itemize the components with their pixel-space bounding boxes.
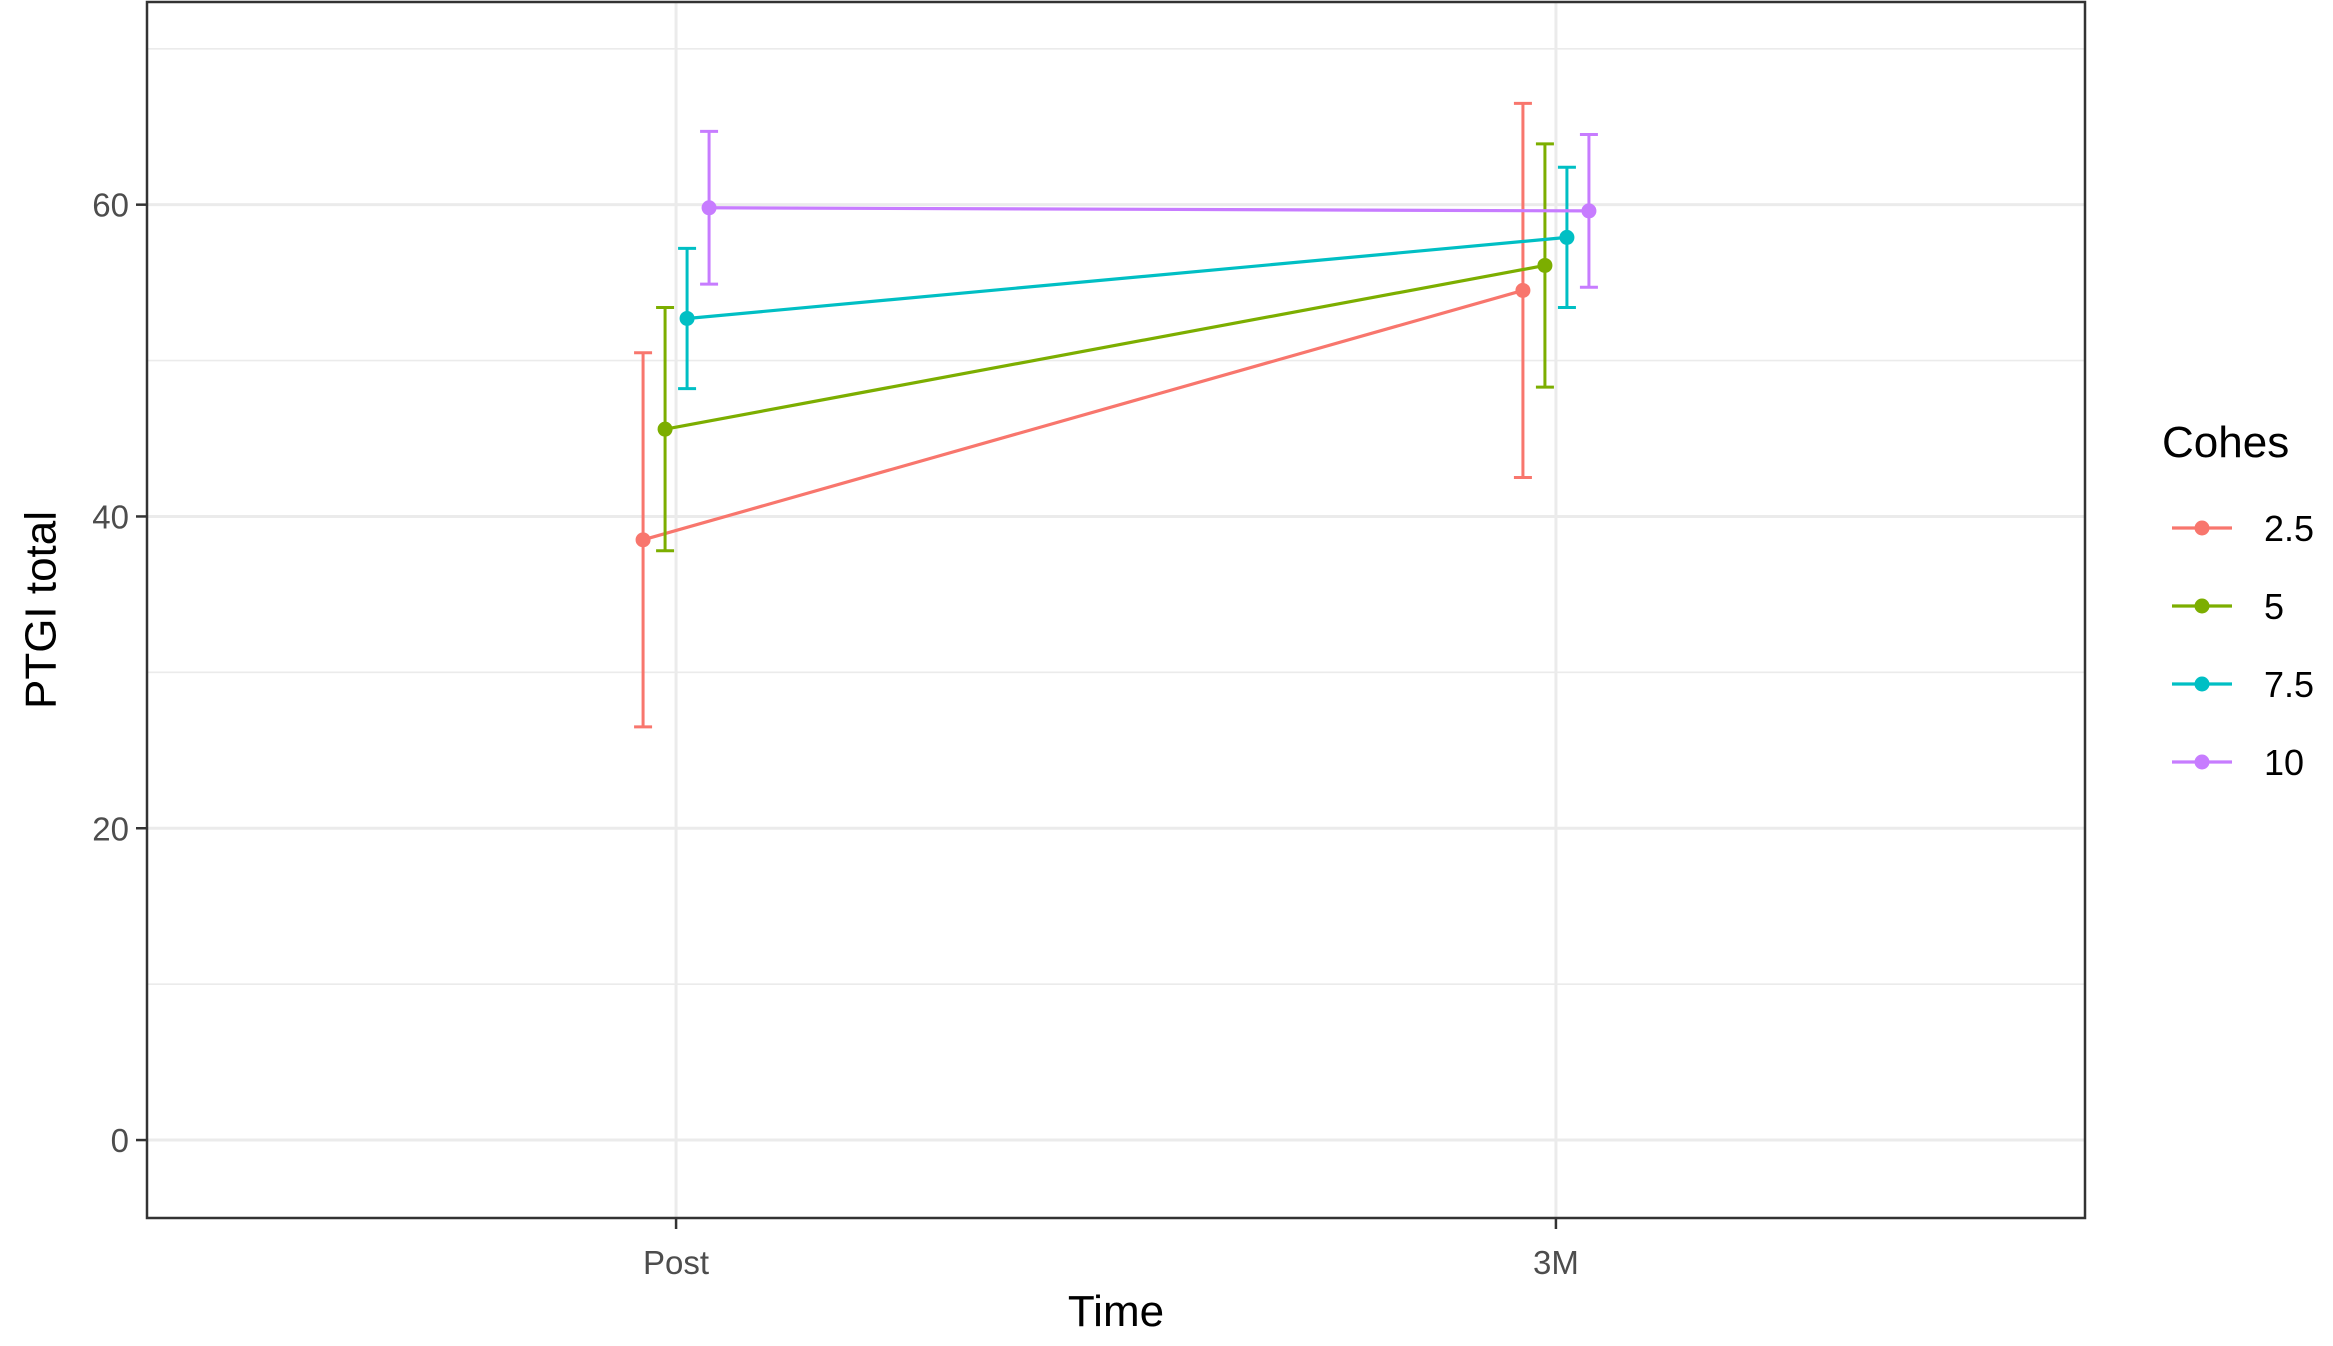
legend-title: Cohes — [2162, 418, 2289, 467]
legend-item: 10 — [2172, 742, 2304, 783]
data-point — [1515, 282, 1531, 298]
legend-item: 2.5 — [2172, 508, 2314, 549]
y-axis-title: PTGI total — [16, 511, 65, 709]
x-tick-label: Post — [643, 1244, 709, 1281]
y-tick-label: 60 — [92, 187, 129, 224]
y-tick-label: 20 — [92, 810, 129, 847]
legend-item: 7.5 — [2172, 664, 2314, 705]
series-line — [642, 288, 1524, 542]
series-5 — [656, 142, 1554, 553]
legend-item: 5 — [2172, 586, 2284, 627]
legend-label: 2.5 — [2264, 508, 2314, 549]
data-point — [657, 421, 673, 437]
legend-label: 5 — [2264, 586, 2284, 627]
legend: Cohes 2.5 5 7.5 10 — [2162, 418, 2314, 783]
data-point — [701, 200, 717, 216]
series-layer — [634, 101, 1598, 729]
data-point — [1537, 257, 1553, 273]
legend-label: 7.5 — [2264, 664, 2314, 705]
x-tick-label: 3M — [1533, 1244, 1579, 1281]
data-point — [1559, 229, 1575, 245]
series-10 — [700, 129, 1598, 289]
legend-items: 2.5 5 7.5 10 — [2172, 508, 2314, 783]
data-point — [635, 532, 651, 548]
legend-key-point — [2194, 598, 2210, 614]
series-line — [686, 235, 1568, 321]
legend-key-point — [2194, 520, 2210, 536]
series-line — [664, 263, 1546, 431]
data-point — [679, 310, 695, 326]
legend-key-point — [2194, 754, 2210, 770]
y-tick-label: 40 — [92, 498, 129, 535]
grid-lines — [147, 2, 2085, 1218]
legend-label: 10 — [2264, 742, 2304, 783]
y-tick-label: 0 — [111, 1122, 129, 1159]
axes: 0 20 40 60 Post 3M — [92, 187, 1579, 1281]
plot-panel-border — [145, 0, 2087, 1220]
series-7.5 — [678, 165, 1576, 391]
x-axis-title: Time — [1068, 1287, 1164, 1336]
series-line — [709, 206, 1589, 213]
series-2.5 — [634, 101, 1532, 729]
legend-key-point — [2194, 676, 2210, 692]
data-point — [1581, 203, 1597, 219]
